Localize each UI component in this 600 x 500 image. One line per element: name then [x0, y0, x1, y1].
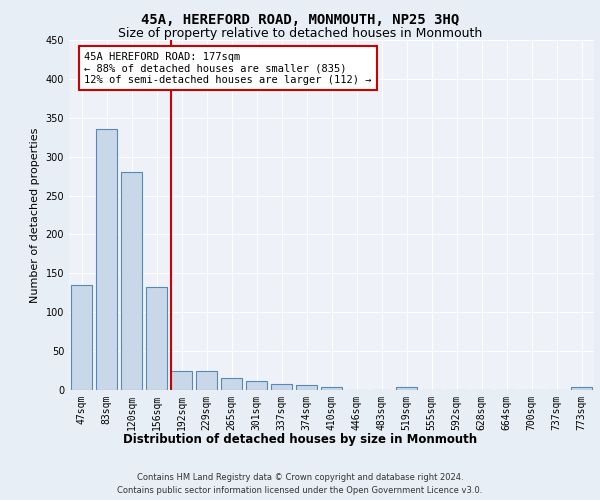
- Bar: [396, 387, 417, 390]
- Text: Size of property relative to detached houses in Monmouth: Size of property relative to detached ho…: [118, 28, 482, 40]
- Text: 45A HEREFORD ROAD: 177sqm
← 88% of detached houses are smaller (835)
12% of semi: 45A HEREFORD ROAD: 177sqm ← 88% of detac…: [85, 52, 372, 85]
- Bar: [296, 386, 317, 390]
- Bar: [321, 387, 342, 390]
- Bar: [71, 285, 92, 390]
- Bar: [196, 370, 217, 390]
- Bar: [571, 387, 592, 390]
- Bar: [121, 172, 142, 390]
- Bar: [271, 384, 292, 390]
- Bar: [246, 380, 267, 390]
- Text: Contains HM Land Registry data © Crown copyright and database right 2024.: Contains HM Land Registry data © Crown c…: [137, 472, 463, 482]
- Bar: [146, 286, 167, 390]
- Bar: [171, 370, 192, 390]
- Text: Distribution of detached houses by size in Monmouth: Distribution of detached houses by size …: [123, 432, 477, 446]
- Bar: [96, 130, 117, 390]
- Text: 45A, HEREFORD ROAD, MONMOUTH, NP25 3HQ: 45A, HEREFORD ROAD, MONMOUTH, NP25 3HQ: [141, 12, 459, 26]
- Y-axis label: Number of detached properties: Number of detached properties: [30, 128, 40, 302]
- Text: Contains public sector information licensed under the Open Government Licence v3: Contains public sector information licen…: [118, 486, 482, 495]
- Bar: [221, 378, 242, 390]
